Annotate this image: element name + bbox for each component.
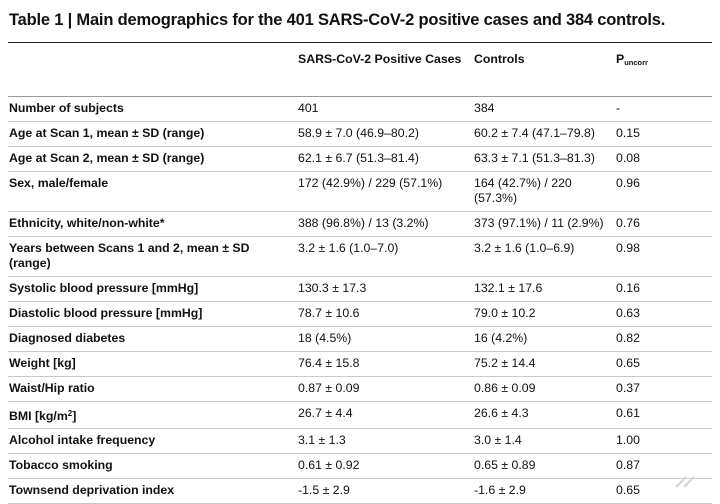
cell-p: 0.61 [614, 401, 712, 429]
bmi-label-sup: 2 [67, 409, 73, 418]
header-controls: Controls [472, 44, 614, 97]
cell-p: 0.76 [614, 211, 712, 237]
demographics-table: SARS-CoV-2 Positive Cases Controls Punco… [8, 44, 712, 504]
row-label: Diagnosed diabetes [8, 326, 296, 352]
cell-cases: 172 (42.9%) / 229 (57.1%) [296, 171, 472, 212]
table-row: Weight [kg] 76.4 ± 15.8 75.2 ± 14.4 0.65 [8, 351, 712, 377]
cell-controls: 16 (4.2%) [472, 326, 614, 352]
cell-controls: 384 [472, 96, 614, 122]
row-label: Systolic blood pressure [mmHg] [8, 276, 296, 302]
cell-p: 0.96 [614, 171, 712, 212]
row-label: Townsend deprivation index [8, 478, 296, 504]
cell-controls: 3.2 ± 1.6 (1.0–6.9) [472, 236, 614, 277]
cell-cases: 388 (96.8%) / 13 (3.2%) [296, 211, 472, 237]
cell-cases: 3.2 ± 1.6 (1.0–7.0) [296, 236, 472, 277]
cell-cases: 0.87 ± 0.09 [296, 376, 472, 402]
table-row: Tobacco smoking 0.61 ± 0.92 0.65 ± 0.89 … [8, 453, 712, 479]
cell-controls: 26.6 ± 4.3 [472, 401, 614, 429]
header-row: SARS-CoV-2 Positive Cases Controls Punco… [8, 44, 712, 97]
cell-cases: 26.7 ± 4.4 [296, 401, 472, 429]
table-row: Systolic blood pressure [mmHg] 130.3 ± 1… [8, 276, 712, 302]
cell-controls: 3.0 ± 1.4 [472, 428, 614, 454]
cell-cases: 58.9 ± 7.0 (46.9–80.2) [296, 121, 472, 147]
table-row: Alcohol intake frequency 3.1 ± 1.3 3.0 ±… [8, 428, 712, 454]
row-label: Tobacco smoking [8, 453, 296, 479]
cell-controls: 75.2 ± 14.4 [472, 351, 614, 377]
cell-p: 0.37 [614, 376, 712, 402]
row-label: Years between Scans 1 and 2, mean ± SD (… [8, 236, 296, 277]
table-row: Number of subjects 401 384 - [8, 96, 712, 122]
table-row: Years between Scans 1 and 2, mean ± SD (… [8, 236, 712, 277]
header-cases: SARS-CoV-2 Positive Cases [296, 44, 472, 97]
row-label: Alcohol intake frequency [8, 428, 296, 454]
table-row: Ethnicity, white/non-white* 388 (96.8%) … [8, 211, 712, 237]
corner-stripes-icon [675, 476, 695, 488]
cell-controls: 373 (97.1%) / 11 (2.9%) [472, 211, 614, 237]
cell-cases: 62.1 ± 6.7 (51.3–81.4) [296, 146, 472, 172]
cell-p: 0.87 [614, 453, 712, 479]
cell-controls: 0.86 ± 0.09 [472, 376, 614, 402]
cell-p: 0.65 [614, 351, 712, 377]
cell-cases: 18 (4.5%) [296, 326, 472, 352]
cell-cases: 76.4 ± 15.8 [296, 351, 472, 377]
cell-controls: 60.2 ± 7.4 (47.1–79.8) [472, 121, 614, 147]
row-label: Diastolic blood pressure [mmHg] [8, 301, 296, 327]
row-label: Weight [kg] [8, 351, 296, 377]
bmi-label-end: ] [72, 409, 77, 423]
cell-cases: 0.61 ± 0.92 [296, 453, 472, 479]
table-row: Waist/Hip ratio 0.87 ± 0.09 0.86 ± 0.09 … [8, 376, 712, 402]
cell-controls: -1.6 ± 2.9 [472, 478, 614, 504]
cell-p: 0.63 [614, 301, 712, 327]
cell-p: - [614, 96, 712, 122]
top-rule [8, 42, 712, 43]
cell-cases: 78.7 ± 10.6 [296, 301, 472, 327]
header-p-main: P [616, 52, 625, 66]
cell-cases: 401 [296, 96, 472, 122]
row-label: Age at Scan 2, mean ± SD (range) [8, 146, 296, 172]
table-row: Age at Scan 1, mean ± SD (range) 58.9 ± … [8, 121, 712, 147]
row-label: Number of subjects [8, 96, 296, 122]
cell-cases: 130.3 ± 17.3 [296, 276, 472, 302]
table-row: Diagnosed diabetes 18 (4.5%) 16 (4.2%) 0… [8, 326, 712, 352]
cell-p: 1.00 [614, 428, 712, 454]
table-row: Age at Scan 2, mean ± SD (range) 62.1 ± … [8, 146, 712, 172]
cell-p: 0.82 [614, 326, 712, 352]
row-label: Age at Scan 1, mean ± SD (range) [8, 121, 296, 147]
cell-controls: 0.65 ± 0.89 [472, 453, 614, 479]
table-row: Sex, male/female 172 (42.9%) / 229 (57.1… [8, 171, 712, 212]
cell-controls: 63.3 ± 7.1 (51.3–81.3) [472, 146, 614, 172]
table-row: BMI [kg/m2] 26.7 ± 4.4 26.6 ± 4.3 0.61 [8, 401, 712, 429]
header-p-sub: uncorr [624, 58, 648, 67]
row-label: Waist/Hip ratio [8, 376, 296, 402]
cell-controls: 79.0 ± 10.2 [472, 301, 614, 327]
header-p: Puncorr [614, 44, 712, 97]
cell-cases: -1.5 ± 2.9 [296, 478, 472, 504]
row-label: BMI [kg/m2] [8, 401, 296, 429]
table-title: Table 1 | Main demographics for the 401 … [9, 11, 666, 29]
cell-p: 0.98 [614, 236, 712, 277]
row-label: Sex, male/female [8, 171, 296, 212]
cell-cases: 3.1 ± 1.3 [296, 428, 472, 454]
cell-p: 0.16 [614, 276, 712, 302]
table-row: Diastolic blood pressure [mmHg] 78.7 ± 1… [8, 301, 712, 327]
cell-controls: 164 (42.7%) / 220 (57.3%) [472, 171, 614, 212]
table-row: Townsend deprivation index -1.5 ± 2.9 -1… [8, 478, 712, 504]
cell-p: 0.15 [614, 121, 712, 147]
header-empty [8, 44, 296, 97]
cell-controls: 132.1 ± 17.6 [472, 276, 614, 302]
row-label: Ethnicity, white/non-white* [8, 211, 296, 237]
bmi-label-main: BMI [kg/m [9, 409, 68, 423]
cell-p: 0.08 [614, 146, 712, 172]
